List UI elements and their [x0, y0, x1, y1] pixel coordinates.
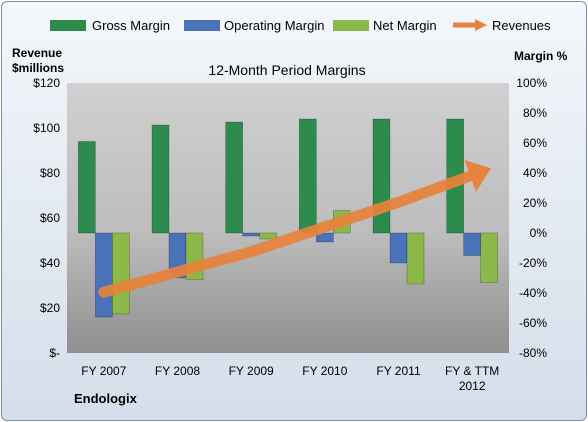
revenue-arrow: [98, 159, 491, 298]
legend-label-gross-margin: Gross Margin: [92, 18, 170, 33]
legend-item-operating-margin: Operating Margin: [184, 18, 324, 33]
company-label: Endologix: [74, 391, 138, 406]
left-tick-label: $80: [40, 166, 60, 180]
legend-item-net-margin: Net Margin: [333, 18, 437, 33]
revenue-arrowhead: [464, 159, 491, 192]
legend-item-revenues: Revenues: [453, 18, 551, 33]
legend: Gross Margin Operating Margin Net Margin…: [50, 18, 551, 33]
x-tick-label: FY 2010: [302, 364, 347, 378]
legend-arrowhead-revenues: [475, 19, 487, 31]
left-axis-label-line1: Revenue: [12, 46, 62, 60]
left-axis-label-line2: $millions: [12, 61, 64, 75]
bar-gross-margin: [151, 124, 170, 234]
left-tick-label: $60: [40, 211, 60, 225]
legend-swatch-net-margin: [333, 20, 369, 31]
right-tick-label: 100%: [516, 76, 547, 90]
bar-operating-margin: [242, 232, 260, 237]
bar-gross-margin: [372, 118, 391, 234]
x-tick-label: FY 2007: [81, 364, 126, 378]
bar-net-margin: [112, 232, 130, 315]
left-tick-label: $-: [49, 346, 60, 360]
plot-area: [67, 83, 509, 353]
legend-label-revenues: Revenues: [492, 18, 551, 33]
right-tick-label: -40%: [519, 286, 547, 300]
bar-operating-margin: [463, 232, 481, 256]
left-tick-label: $100: [33, 121, 60, 135]
bar-operating-margin: [316, 232, 334, 243]
right-axis-label: Margin %: [514, 49, 568, 63]
legend-item-gross-margin: Gross Margin: [50, 18, 170, 33]
bar-operating-margin: [389, 232, 408, 264]
right-axis: -80% -60% -40% -20% 0% 20% 40% 60% 80% 100%: [516, 76, 547, 360]
right-tick-label: 60%: [523, 136, 547, 150]
bar-gross-margin: [225, 121, 243, 234]
right-tick-label: 0%: [530, 226, 548, 240]
x-tick-label: FY & TTM: [445, 364, 499, 378]
left-tick-label: $20: [40, 301, 60, 315]
x-axis: FY 2007 FY 2008 FY 2009 FY 2010 FY 2011 FY & …: [81, 364, 499, 393]
right-tick-label: -20%: [519, 256, 547, 270]
legend-label-operating-margin: Operating Margin: [224, 18, 324, 33]
x-tick-label: FY 2011: [376, 364, 421, 378]
bar-net-margin: [406, 232, 425, 285]
right-tick-label: 40%: [523, 166, 547, 180]
right-tick-label: -60%: [519, 316, 547, 330]
legend-label-net-margin: Net Margin: [373, 18, 437, 33]
left-tick-label: $40: [40, 256, 60, 270]
legend-swatch-gross-margin: [50, 20, 86, 31]
left-axis: $- $20 $40 $60 $80 $100 $120: [33, 76, 60, 360]
bar-net-margin: [480, 232, 498, 283]
bar-operating-margin: [95, 232, 113, 318]
legend-swatch-operating-margin: [184, 20, 220, 31]
bar-gross-margin: [299, 118, 317, 234]
x-tick-label: FY 2009: [229, 364, 274, 378]
chart-title: 12-Month Period Margins: [208, 62, 365, 78]
bar-gross-margin: [78, 141, 96, 234]
right-tick-label: -80%: [519, 346, 547, 360]
right-tick-label: 20%: [523, 196, 547, 210]
left-tick-label: $120: [33, 76, 60, 90]
bar-net-margin: [259, 232, 277, 240]
x-tick-label-line2: 2012: [459, 379, 486, 393]
x-tick-label: FY 2008: [155, 364, 200, 378]
right-tick-label: 80%: [523, 106, 547, 120]
